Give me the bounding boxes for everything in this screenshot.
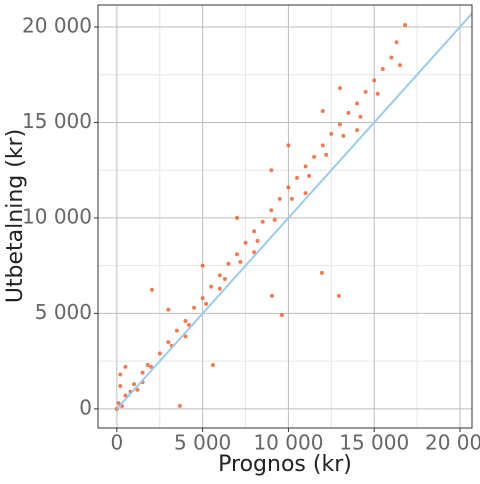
point: [324, 152, 329, 157]
point: [397, 63, 402, 68]
point: [252, 250, 257, 255]
point: [149, 364, 154, 369]
point: [260, 219, 265, 224]
y-tick-label: 0: [79, 395, 92, 419]
point: [226, 261, 231, 266]
point: [186, 322, 191, 327]
point: [286, 143, 291, 148]
point: [183, 319, 188, 324]
point: [363, 89, 368, 94]
y-tick-label: 10 000: [22, 204, 92, 228]
point: [118, 383, 123, 388]
point: [355, 128, 360, 133]
point: [337, 86, 342, 91]
point: [145, 362, 150, 367]
plot-marks: [114, 12, 473, 411]
point: [269, 208, 274, 213]
point: [217, 286, 222, 291]
point: [210, 362, 215, 367]
point: [177, 403, 182, 408]
point: [252, 229, 257, 234]
point: [217, 273, 222, 278]
x-tick-label: 20 000: [425, 431, 480, 455]
point: [255, 238, 260, 243]
point: [140, 370, 145, 375]
reference-line: [116, 12, 473, 410]
point: [336, 293, 341, 298]
y-tick-label: 5 000: [35, 300, 92, 324]
labels: 0 5 000 10 000 15 000 20 000 0 5 000 10 000 15 0…: [22, 13, 480, 454]
point: [234, 252, 239, 257]
point: [277, 196, 282, 201]
point: [222, 277, 227, 282]
point: [123, 393, 128, 398]
x-axis-title: Prognos (kr): [218, 452, 352, 477]
point: [192, 305, 197, 310]
point: [135, 387, 140, 392]
point: [174, 328, 179, 333]
point: [157, 351, 162, 356]
point: [355, 101, 360, 106]
point: [234, 215, 239, 220]
point: [200, 296, 205, 301]
point: [269, 293, 274, 298]
point: [272, 217, 277, 222]
x-tick-label: 0: [111, 431, 124, 455]
point: [286, 185, 291, 190]
point: [346, 110, 351, 115]
x-tick-label: 15 000: [339, 431, 409, 455]
point: [394, 40, 399, 45]
point: [337, 122, 342, 127]
point: [289, 196, 294, 201]
point: [209, 284, 214, 289]
point: [319, 270, 324, 275]
point: [320, 108, 325, 113]
point: [204, 301, 209, 306]
point: [320, 143, 325, 148]
point: [279, 312, 284, 317]
point: [312, 154, 317, 159]
point: [307, 173, 312, 178]
plot-frame: [97, 4, 473, 429]
point: [118, 372, 123, 377]
point: [295, 175, 300, 180]
point: [123, 364, 128, 369]
point: [183, 334, 188, 339]
point: [166, 340, 171, 345]
point: [243, 240, 248, 245]
y-tick-label: 20 000: [22, 13, 92, 37]
point: [303, 191, 308, 196]
point: [358, 114, 363, 119]
point: [116, 401, 121, 406]
x-tick-label: 10 000: [253, 431, 323, 455]
point: [149, 287, 154, 292]
point: [269, 168, 274, 173]
point: [341, 133, 346, 138]
point: [372, 78, 377, 83]
point: [238, 259, 243, 264]
point: [375, 91, 380, 96]
point: [329, 131, 334, 136]
x-tick-label: 5 000: [174, 431, 231, 455]
point: [166, 307, 171, 312]
point: [132, 382, 137, 387]
point: [403, 23, 408, 28]
point: [380, 66, 385, 71]
point: [200, 263, 205, 268]
point: [303, 164, 308, 169]
grid: [98, 5, 472, 428]
point: [389, 55, 394, 60]
y-tick-label: 15 000: [22, 109, 92, 133]
y-axis-title: Utbetalning (kr): [3, 129, 28, 303]
